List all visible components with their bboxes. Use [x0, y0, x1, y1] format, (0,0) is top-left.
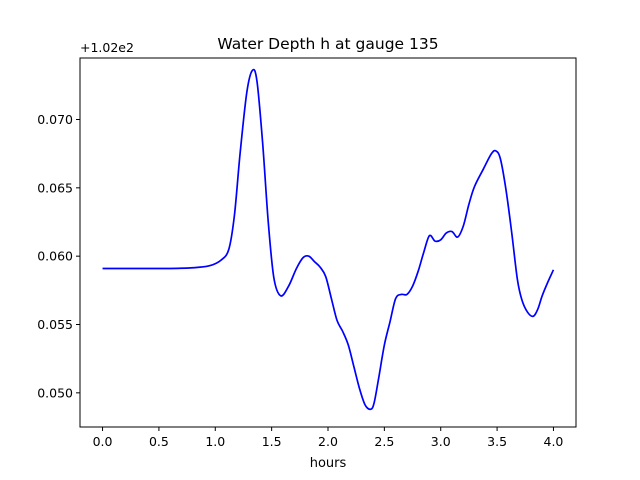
y-axis-ticks: 0.050 0.055 0.060 0.065 0.070 — [37, 112, 80, 400]
x-tick-label: 3.5 — [487, 434, 507, 449]
plot-area — [102, 68, 555, 411]
x-tick-label: 2.5 — [374, 434, 394, 449]
y-tick-label: 0.055 — [37, 317, 73, 332]
x-axis-label: hours — [310, 456, 347, 471]
y-tick-label: 0.050 — [37, 385, 73, 400]
x-tick-label: 0.5 — [149, 434, 169, 449]
x-axis-ticks: 0.0 0.5 1.0 1.5 2.0 2.5 3.0 3.5 4.0 — [93, 427, 564, 449]
x-tick-label: 1.0 — [205, 434, 225, 449]
x-tick-label: 2.0 — [318, 434, 338, 449]
x-tick-label: 0.0 — [93, 434, 113, 449]
y-offset-text: +1.02e2 — [80, 40, 134, 55]
x-tick-label: 3.0 — [431, 434, 451, 449]
y-tick-label: 0.065 — [37, 180, 73, 195]
axes-frame — [79, 57, 577, 428]
y-tick-label: 0.060 — [37, 249, 73, 264]
x-tick-label: 4.0 — [544, 434, 564, 449]
x-tick-label: 1.5 — [262, 434, 282, 449]
series-line-0 — [102, 68, 555, 411]
y-tick-label: 0.070 — [37, 112, 73, 127]
chart-title: Water Depth h at gauge 135 — [217, 35, 438, 53]
